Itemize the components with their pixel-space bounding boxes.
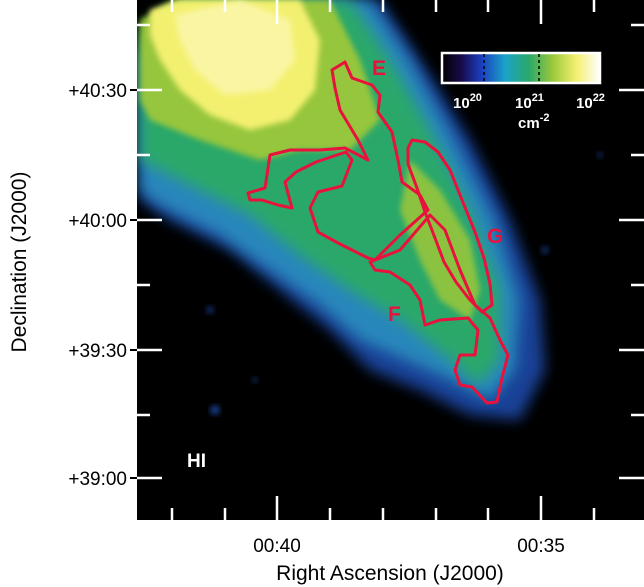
x-tick-label: 00:35 (517, 536, 565, 557)
region-f-contour (368, 213, 510, 405)
colorbar-tick-1e21: 1021 (515, 92, 544, 112)
region-label-e: E (372, 57, 386, 80)
colorbar-tick-1e22: 1022 (576, 92, 605, 112)
y-tick-label: +39:30 (68, 341, 127, 362)
tracer-label-hi: HI (187, 451, 206, 472)
x-tick-label: 00:40 (253, 536, 301, 557)
region-label-g: G (487, 225, 503, 248)
region-e-contour (246, 60, 430, 262)
y-tick-label: +39:00 (68, 469, 127, 490)
colorbar: 1020 1021 1022 cm-2 (440, 51, 605, 132)
outer-ticks (130, 89, 137, 479)
y-tick-label: +40:30 (68, 81, 127, 102)
y-tick-label: +40:00 (68, 211, 127, 232)
y-axis-label: Declination (J2000) (8, 172, 31, 353)
colorbar-gradient (440, 51, 602, 85)
region-label-f: F (388, 303, 401, 326)
region-contours (246, 60, 510, 405)
hi-emission-map (140, 0, 603, 420)
x-axis-label: Right Ascension (J2000) (276, 562, 504, 585)
colorbar-tick-1e20: 1020 (453, 92, 482, 112)
frame-ticks (137, 0, 644, 520)
colorbar-unit: cm-2 (518, 112, 549, 132)
